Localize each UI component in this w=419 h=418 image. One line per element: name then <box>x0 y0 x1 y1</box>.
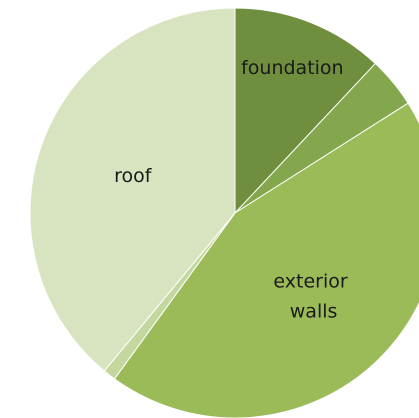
slice-label: roof <box>114 165 153 187</box>
slice-label-line: roof <box>114 165 153 187</box>
slice-label: foundation <box>241 57 344 79</box>
slice-label-line: exterior <box>273 270 353 292</box>
pie-slice <box>29 7 236 372</box>
slice-label-line: walls <box>290 300 338 322</box>
slice-label: exterior walls <box>273 270 353 322</box>
slice-label-line: foundation <box>241 57 344 79</box>
pie-slice <box>113 102 419 418</box>
pie-slice <box>234 7 377 215</box>
